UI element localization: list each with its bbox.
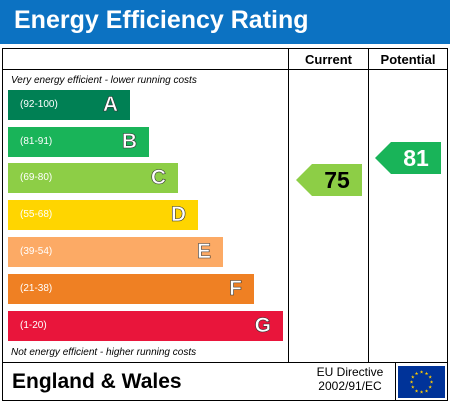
efficient-caption: Very energy efficient - lower running co… [11,75,197,86]
current-arrow-shape [296,164,362,196]
band-letter: F [229,277,242,301]
band-letter: C [150,166,167,190]
potential-rating-arrow: 81 [375,142,441,174]
divider-potential [368,48,369,362]
flag-divider [395,362,396,400]
current-rating-value: 75 [324,167,350,193]
band-range-label: (21-38) [20,283,53,294]
band-a: (92-100) A [8,90,130,120]
band-letter: G [254,314,271,338]
region-label: England & Wales [12,370,182,393]
band-d: (55-68) D [8,200,198,230]
band-f: (21-38) F [8,274,254,304]
potential-column-header: Potential [380,52,436,67]
band-letter: A [102,93,119,117]
current-rating-arrow: 75 [296,164,362,196]
directive-line-2: 2002/91/EC [318,379,382,393]
band-b: (81-91) B [8,127,149,157]
eu-star: ★ [428,375,432,380]
title-bar: Energy Efficiency Rating [0,0,450,44]
divider-current [288,48,289,362]
chart-title: Energy Efficiency Rating [14,6,309,34]
band-range-label: (69-80) [20,172,53,183]
inefficient-caption: Not energy efficient - higher running co… [11,347,197,358]
eu-star: ★ [429,380,433,385]
eu-flag-background [398,366,445,398]
band-range-label: (81-91) [20,136,53,147]
eu-star: ★ [428,385,432,390]
eu-star: ★ [414,388,418,393]
band-range-label: (39-54) [20,246,53,257]
footer-divider [2,362,448,363]
current-column-header: Current [305,52,352,67]
eu-star: ★ [409,380,413,385]
header-divider [2,69,448,70]
band-letter: B [121,130,138,154]
eu-star: ★ [419,390,423,395]
eu-star: ★ [411,385,415,390]
band-range-label: (1-20) [20,320,47,331]
directive-line-1: EU Directive [316,365,384,379]
eu-flag-stars: ★ ★★★★★★★★★★★ [409,370,433,395]
eu-star: ★ [414,371,418,376]
eu-star: ★ [424,388,428,393]
band-g: (1-20) G [8,311,283,341]
band-range-label: (92-100) [20,99,58,110]
eu-star: ★ [411,375,415,380]
rating-frame [2,48,448,401]
band-c: (69-80) C [8,163,178,193]
eu-star: ★ [419,370,423,375]
band-range-label: (55-68) [20,209,53,220]
eu-directive: EU Directive 2002/91/EC [306,365,394,393]
band-letter: E [196,240,212,264]
eu-flag-icon: ★ ★★★★★★★★★★★ [398,366,445,398]
eu-star: ★ [424,371,428,376]
potential-rating-value: 81 [403,145,429,171]
band-e: (39-54) E [8,237,223,267]
band-letter: D [170,203,187,227]
potential-arrow-shape [375,142,441,174]
